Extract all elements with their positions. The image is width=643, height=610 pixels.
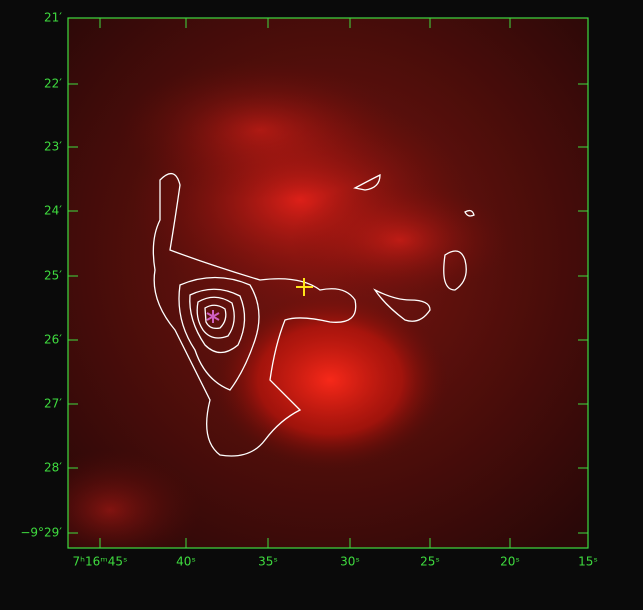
image: [20, 18, 588, 570]
y-tick-label: 27′: [44, 397, 62, 411]
y-tick-label: 24′: [44, 204, 62, 218]
sky-image-plot: 21′ 22′ 23′ 24′ 25′ 26′ 27′ 28′ −9°29′ 7ʰ16ᵐ45ˢ 40…: [0, 0, 643, 610]
y-tick-label: 25′: [44, 269, 62, 283]
x-tick-label: 35ˢ: [258, 555, 278, 569]
x-tick-label: 20ˢ: [500, 555, 520, 569]
x-tick-label: 15ˢ: [578, 555, 598, 569]
figure: 21′ 22′ 23′ 24′ 25′ 26′ 27′ 28′ −9°29′ 7ʰ16ᵐ45ˢ 40…: [0, 0, 643, 610]
y-tick-label: 23′: [44, 140, 62, 154]
y-tick-label: 22′: [44, 77, 62, 91]
y-tick-label: 21′: [44, 11, 62, 25]
y-tick-label: 28′: [44, 461, 62, 475]
x-tick-label: 7ʰ16ᵐ45ˢ: [73, 555, 128, 569]
x-tick-label: 30ˢ: [340, 555, 360, 569]
x-tick-label: 40ˢ: [176, 555, 196, 569]
y-tick-label: 26′: [44, 333, 62, 347]
x-tick-label: 25ˢ: [420, 555, 440, 569]
y-tick-label: −9°29′: [20, 526, 62, 540]
